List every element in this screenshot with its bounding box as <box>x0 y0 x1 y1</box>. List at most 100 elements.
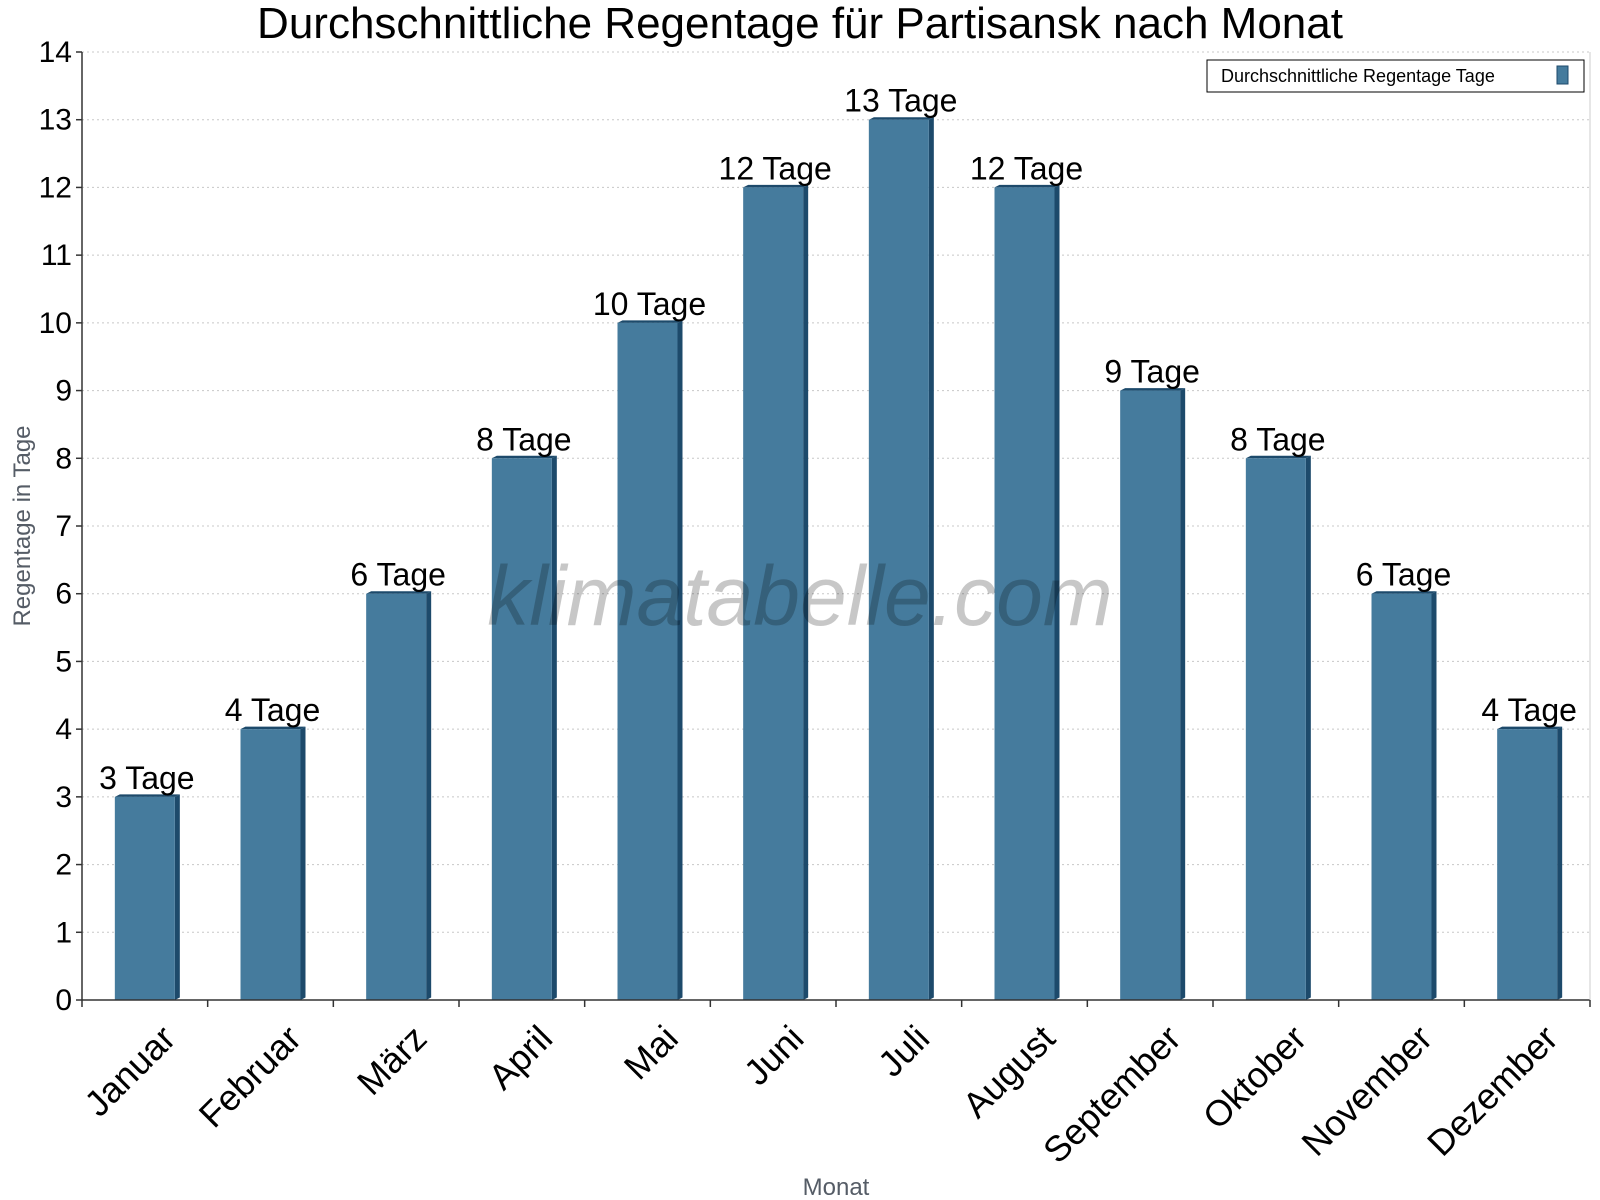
x-tick-label: Oktober <box>1195 1017 1315 1137</box>
x-tick-label: Mai <box>616 1017 686 1087</box>
x-tick-label: April <box>480 1017 560 1097</box>
watermark: klimatabelle.com <box>487 549 1113 643</box>
y-tick-label: 6 <box>55 578 72 611</box>
data-label: 12 Tage <box>719 150 832 186</box>
bar-side <box>1180 388 1186 1001</box>
data-label: 9 Tage <box>1104 354 1200 390</box>
chart-title: Durchschnittliche Regentage für Partisan… <box>257 0 1343 48</box>
y-tick-label: 5 <box>55 645 72 678</box>
data-label: 4 Tage <box>1481 692 1577 728</box>
x-tick-label: Januar <box>76 1017 183 1124</box>
legend: Durchschnittliche Regentage Tage <box>1206 59 1585 93</box>
data-label: 3 Tage <box>99 760 195 796</box>
bar-side <box>1431 591 1437 1000</box>
x-tick-label: Juni <box>736 1017 812 1093</box>
y-tick-label: 8 <box>55 442 72 475</box>
bar-side <box>300 726 306 1000</box>
bar <box>1120 388 1186 1001</box>
x-tick-label: Dezember <box>1419 1017 1565 1163</box>
bar-top <box>240 726 306 730</box>
x-axis-label: Monat <box>803 1174 870 1200</box>
bar <box>1371 591 1437 1000</box>
y-tick-label: 14 <box>39 36 72 69</box>
data-label: 12 Tage <box>970 150 1083 186</box>
bar <box>366 591 432 1000</box>
bar-face <box>1245 458 1306 1000</box>
y-tick-label: 11 <box>41 239 72 272</box>
bar-face <box>868 119 929 1000</box>
bar-top <box>1120 388 1186 391</box>
bar <box>114 794 180 1000</box>
bar <box>491 455 557 1000</box>
y-axis-label: Regentage in Tage <box>9 425 36 626</box>
y-tick-label: 7 <box>55 510 72 543</box>
bar-face <box>1120 390 1181 1001</box>
y-tick-label: 2 <box>55 849 72 882</box>
x-tick-label: März <box>349 1017 435 1103</box>
bar-side <box>803 184 809 1000</box>
bar-face <box>491 458 552 1000</box>
legend-box <box>1206 59 1585 93</box>
y-tick-label: 12 <box>39 171 72 204</box>
bar-side <box>174 794 180 1000</box>
data-label: 6 Tage <box>1356 557 1452 593</box>
y-tick-label: 3 <box>55 781 72 814</box>
bar-face <box>1497 729 1558 1000</box>
bar-face <box>240 729 301 1000</box>
x-tick-label: November <box>1293 1017 1439 1163</box>
bar-top <box>366 591 432 594</box>
x-tick-label: Juli <box>870 1017 937 1084</box>
bar-side <box>1305 455 1311 1000</box>
bar <box>1245 455 1311 1000</box>
data-label: 6 Tage <box>350 557 446 593</box>
y-tick-label: 13 <box>39 104 72 137</box>
gridlines <box>82 51 1590 933</box>
bar <box>240 726 306 1000</box>
bar-face <box>617 322 678 1000</box>
bar-face <box>114 796 175 1000</box>
y-tick-label: 4 <box>55 713 72 746</box>
bar-top <box>491 455 557 459</box>
bar-top <box>1497 726 1563 730</box>
bar-side <box>1557 726 1563 1000</box>
bar <box>994 184 1060 1000</box>
data-labels: 3 Tage 4 Tage 6 Tage 8 Tage 10 Tage 12 Tage 13… <box>99 83 1577 796</box>
data-label: 8 Tage <box>1230 421 1326 457</box>
bar <box>743 184 809 1000</box>
bar-face <box>366 593 427 1000</box>
bars <box>114 117 1563 1001</box>
bar-top <box>994 184 1060 188</box>
x-tick-label: September <box>1035 1017 1189 1171</box>
data-label: 10 Tage <box>593 286 706 322</box>
y-tick-label: 10 <box>39 307 72 340</box>
bar-top <box>617 320 683 323</box>
y-tick-label: 9 <box>55 375 72 408</box>
bar <box>617 320 683 1000</box>
legend-swatch <box>1556 65 1569 85</box>
bar-top <box>1245 455 1311 459</box>
data-label: 4 Tage <box>225 692 321 728</box>
bar-face <box>994 187 1055 1000</box>
bar-top <box>868 117 934 120</box>
data-label: 8 Tage <box>476 421 572 457</box>
x-tick-label: August <box>955 1017 1063 1125</box>
y-tick-label: 0 <box>55 984 72 1017</box>
data-label: 13 Tage <box>844 83 957 119</box>
bar-side <box>928 117 934 1000</box>
bar-side <box>426 591 432 1000</box>
bar-top <box>114 794 180 797</box>
bar-top <box>1371 591 1437 594</box>
bar-side <box>1054 184 1060 1000</box>
bar-side <box>551 455 557 1000</box>
x-tick-label: Februar <box>191 1017 309 1135</box>
bar <box>868 117 934 1000</box>
legend-label: Durchschnittliche Regentage Tage <box>1221 66 1495 86</box>
bar-face <box>1371 593 1432 1000</box>
y-tick-label: 1 <box>55 916 72 949</box>
bar-side <box>677 320 683 1000</box>
bar-face <box>743 187 804 1000</box>
bar <box>1497 726 1563 1000</box>
x-tick-labels: Januar Februar März April Mai Juni Juli AugustS… <box>76 1000 1591 1171</box>
